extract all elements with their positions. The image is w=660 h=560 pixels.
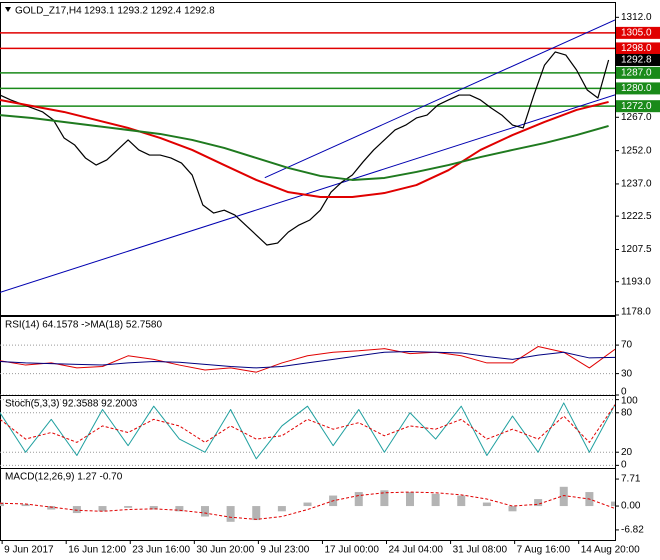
y-tick-label: 0 <box>621 460 627 471</box>
series-line <box>0 351 615 369</box>
series-line <box>0 491 615 520</box>
histogram-bar <box>482 502 491 507</box>
y-tick-label: 1222.5 <box>621 211 652 222</box>
histogram-bar <box>354 492 363 507</box>
level-tag <box>616 42 660 55</box>
level-tag-label: 1298.0 <box>621 43 652 54</box>
plot-area <box>0 486 615 522</box>
histogram-bar <box>149 506 158 510</box>
histogram-bar <box>175 506 184 512</box>
x-tick-label: 9 Jun 2017 <box>4 545 54 556</box>
panel-title: RSI(14) 64.1578 ->MA(18) 52.7580 <box>5 320 162 331</box>
y-tick-label: 0.00 <box>621 501 641 512</box>
price-tag <box>616 53 660 66</box>
menu-arrow[interactable] <box>5 7 11 12</box>
histogram-bar <box>559 486 568 507</box>
x-tick-label: 30 Jun 20:00 <box>196 545 254 556</box>
histogram-bar <box>252 506 261 521</box>
y-tick-label: 80 <box>621 407 633 418</box>
histogram-bar <box>226 506 235 522</box>
level-tag <box>616 26 660 39</box>
level-tag-label: 1305.0 <box>621 28 652 39</box>
panel-title: GOLD_Z17,H4 <box>15 6 82 17</box>
level-tag-label: 1280.0 <box>621 83 652 94</box>
series-line <box>0 114 609 181</box>
histogram-bar <box>611 501 615 507</box>
y-tick-label: 1267.0 <box>621 112 652 123</box>
histogram-bar <box>508 506 517 512</box>
y-tick-label: 1178.0 <box>621 307 651 318</box>
plot-area <box>0 344 615 395</box>
series-line <box>0 98 609 199</box>
x-tick-label: 7 Aug 16:00 <box>517 545 571 556</box>
histogram-bar <box>98 506 107 512</box>
histogram-bar <box>534 499 543 507</box>
plot-area <box>0 19 615 293</box>
y-tick-label: -6.82 <box>621 525 644 536</box>
histogram-bar <box>277 506 286 512</box>
y-tick-label: 1207.5 <box>621 244 652 255</box>
series-line <box>0 346 615 373</box>
panel-subtitle: 1293.1 1293.2 1292.4 1292.8 <box>84 6 215 17</box>
level-tag-label: 1287.0 <box>621 68 652 79</box>
panel-title: MACD(12,26,9) 1.27 -0.70 <box>5 472 123 483</box>
histogram-bar <box>406 492 414 507</box>
histogram-bar <box>201 506 209 517</box>
histogram-bar <box>431 493 440 507</box>
x-tick-label: 17 Jul 00:00 <box>324 545 379 556</box>
histogram-bar <box>457 495 466 507</box>
y-tick-label: 0 <box>621 387 627 398</box>
histogram-bar <box>380 490 389 507</box>
series-line <box>0 402 615 460</box>
y-tick-label: 20 <box>621 447 633 458</box>
y-tick-label: 1193.0 <box>621 276 651 287</box>
histogram-bar <box>72 506 81 514</box>
level-tag <box>616 82 660 95</box>
panel-title: Stoch(5,3,3) 92.3588 92.2003 <box>5 399 138 410</box>
y-tick-label: 70 <box>621 340 633 351</box>
level-tag-label: 1272.0 <box>621 101 652 112</box>
y-tick-label: 30 <box>621 368 633 379</box>
plot-area <box>0 399 615 466</box>
x-tick-label: 16 Jun 12:00 <box>68 545 126 556</box>
price-tag-label: 1292.8 <box>621 55 652 66</box>
level-tag <box>616 100 660 113</box>
y-tick-label: 1237.0 <box>621 179 652 190</box>
trend-line <box>0 94 615 293</box>
level-tag <box>616 66 660 79</box>
x-tick-label: 31 Jul 08:00 <box>453 545 508 556</box>
trend-line <box>264 19 615 179</box>
x-tick-label: 14 Aug 20:00 <box>581 545 640 556</box>
histogram-bar <box>124 506 133 508</box>
x-tick-label: 9 Jul 23:00 <box>260 545 309 556</box>
y-tick-label: 7.71 <box>621 474 641 485</box>
histogram-bar <box>47 506 56 510</box>
panel-border <box>0 2 616 316</box>
x-tick-label: 23 Jun 16:00 <box>132 545 190 556</box>
histogram-bar <box>303 502 312 507</box>
series-line <box>0 51 610 246</box>
histogram-bar <box>21 504 30 507</box>
series-line <box>0 404 615 443</box>
x-tick-label: 24 Jul 04:00 <box>389 545 444 556</box>
y-tick-label: 1312.0 <box>621 12 652 23</box>
y-tick-label: 100 <box>621 396 638 407</box>
histogram-bar <box>0 502 4 507</box>
y-tick-label: 1252.0 <box>621 145 652 156</box>
